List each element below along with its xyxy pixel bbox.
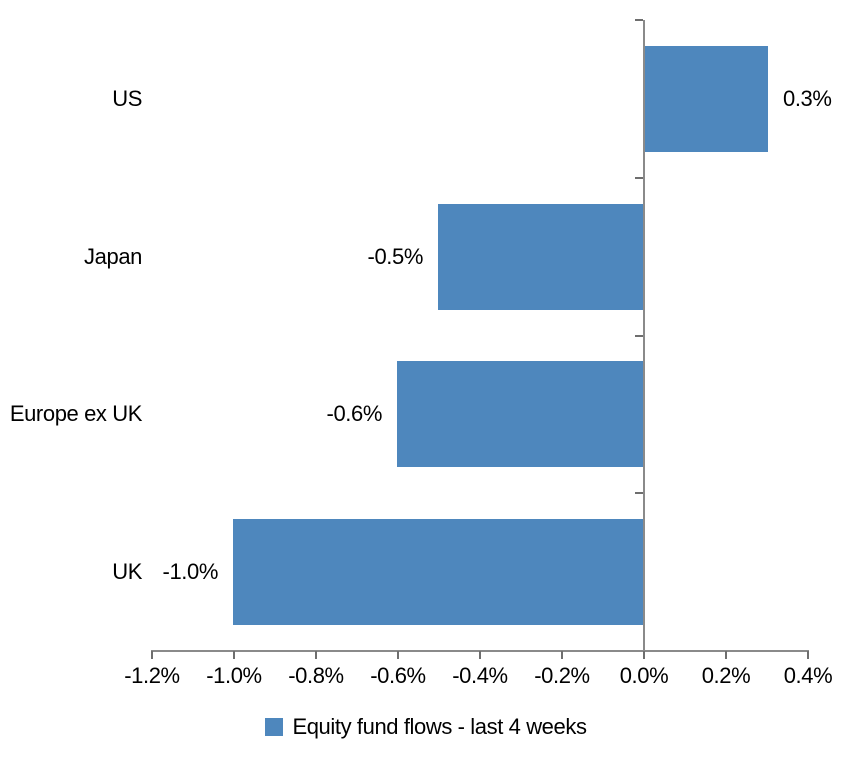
x-axis-tick-label: -0.4% — [452, 663, 508, 688]
category-label: Europe ex UK — [9, 401, 143, 426]
category-label: US — [112, 86, 142, 111]
x-axis-tick-label: 0.2% — [701, 663, 751, 688]
bar-europe-ex-uk[interactable] — [397, 361, 643, 467]
x-axis-tick-label: -0.2% — [534, 663, 590, 688]
x-axis-tick — [561, 651, 563, 659]
x-axis-tick — [643, 651, 645, 659]
category-axis-tick — [635, 176, 643, 179]
data-label: -0.5% — [367, 244, 424, 269]
x-axis-tick — [315, 651, 317, 659]
x-axis-tick-label: -1.2% — [124, 663, 180, 688]
data-label: 0.3% — [783, 86, 832, 111]
x-axis-tick-label: -0.6% — [370, 663, 426, 688]
x-axis-tick-label: 0.4% — [783, 663, 833, 688]
category-label: Japan — [84, 244, 142, 269]
x-axis-tick — [807, 651, 809, 659]
x-axis-tick — [151, 651, 153, 659]
x-axis-tick — [397, 651, 399, 659]
zero-axis-line — [643, 20, 645, 652]
legend-label: Equity fund flows - last 4 weeks — [292, 714, 587, 739]
category-axis-tick — [635, 492, 643, 495]
x-axis-tick — [725, 651, 727, 659]
category-label: UK — [112, 559, 142, 584]
x-axis-tick — [479, 651, 481, 659]
bar-uk[interactable] — [233, 519, 643, 625]
x-axis-tick — [233, 651, 235, 659]
bar-us[interactable] — [645, 46, 768, 152]
category-axis-tick — [635, 19, 643, 21]
data-label: -1.0% — [162, 559, 219, 584]
legend-swatch-icon — [265, 718, 284, 736]
bar-japan[interactable] — [438, 204, 643, 310]
legend: Equity fund flows - last 4 weeks — [0, 714, 852, 740]
category-axis-tick — [635, 334, 643, 337]
x-axis-tick-label: -0.8% — [288, 663, 344, 688]
x-axis-tick-label: 0.0% — [619, 663, 669, 688]
data-label: -0.6% — [326, 401, 383, 426]
x-axis-tick-label: -1.0% — [206, 663, 262, 688]
